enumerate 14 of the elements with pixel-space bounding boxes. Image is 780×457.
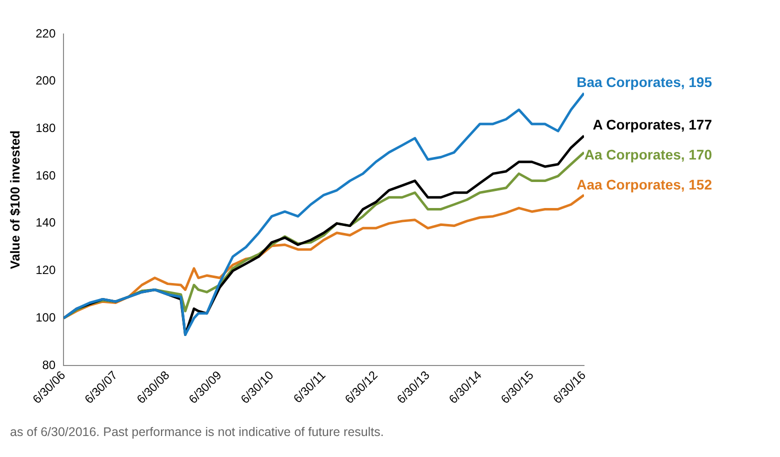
series-label: Aaa Corporates, 152 — [576, 176, 712, 193]
y-tick-label: 160 — [36, 168, 56, 182]
y-tick-label: 180 — [36, 121, 56, 136]
series-label: Aa Corporates, 170 — [584, 146, 712, 163]
y-tick-label: 200 — [36, 74, 56, 88]
series-label: A Corporates, 177 — [592, 116, 712, 133]
y-tick-label: 220 — [36, 26, 56, 40]
y-tick-label: 120 — [36, 263, 56, 278]
series-label: Baa Corporates, 195 — [576, 74, 712, 90]
y-tick-label: 80 — [42, 358, 56, 372]
y-tick-label: 100 — [36, 310, 56, 324]
y-axis-title: Value of $100 invested — [7, 130, 22, 270]
y-tick-label: 140 — [36, 216, 56, 230]
text: as of 6/30/2016. Past performance is not indicative of future results. — [10, 425, 384, 439]
